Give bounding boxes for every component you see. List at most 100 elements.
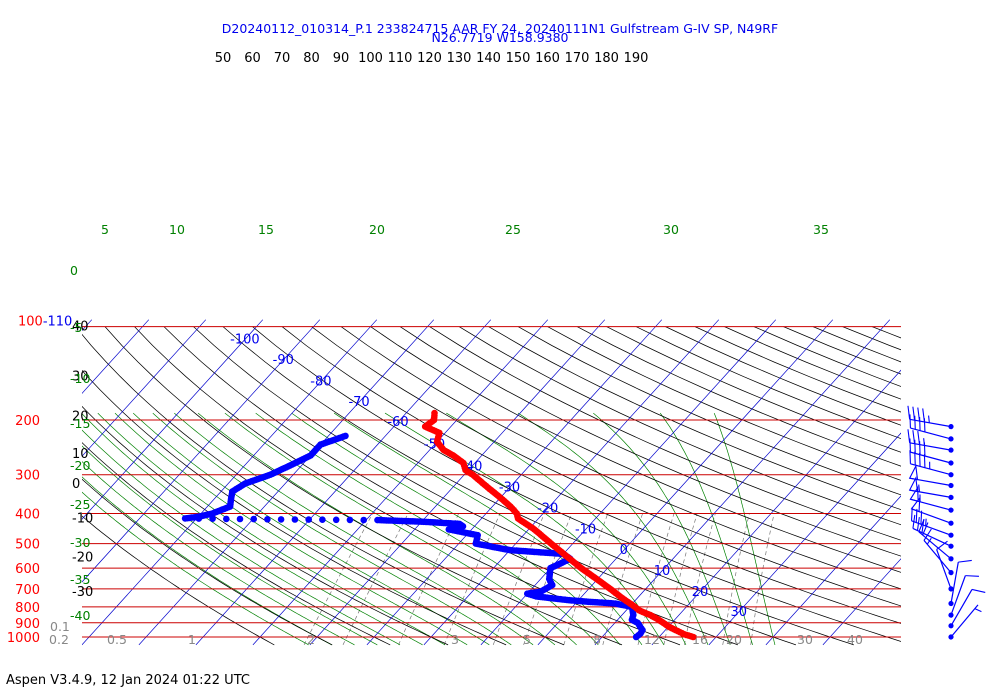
dry-adiabat-line: [311, 326, 901, 607]
dry-adiabat-label: 160: [535, 51, 560, 66]
isotherm-label: -60: [387, 415, 408, 430]
dry-adiabat-line: [82, 478, 333, 646]
left-scale-label: 0: [72, 477, 80, 492]
wind-barb: [909, 450, 954, 478]
isotherm-line: [537, 319, 834, 646]
temperature-trace: [421, 409, 697, 641]
moist-adiabat-line: [174, 412, 534, 646]
dry-adiabat-label: 130: [447, 51, 472, 66]
mixing-ratio-line: [663, 513, 698, 645]
dewpoint-point: [374, 516, 381, 524]
dry-adiabat-label: 80: [303, 51, 320, 66]
mixing-ratio-label: 1: [188, 632, 196, 647]
pressure-label: 1000: [7, 631, 40, 646]
wind-barb: [918, 519, 954, 562]
isotherm-line: [82, 319, 378, 646]
wind-barb: [907, 405, 954, 430]
moist-adiabats: [82, 412, 776, 646]
isotherm-line: [822, 558, 901, 646]
wind-barb: [909, 438, 954, 466]
pressure-label: 300: [15, 469, 40, 484]
moist-adiabat-label: -30: [70, 535, 90, 550]
dry-adiabat-label: 90: [333, 51, 350, 66]
dry-adiabat-label: 190: [624, 51, 649, 66]
left-scale-label: -30: [72, 585, 93, 600]
dry-adiabat-label: 110: [388, 51, 413, 66]
mixing-ratio-line: [398, 513, 460, 646]
moist-adiabat-line: [517, 412, 709, 646]
pressure-label: 200: [15, 414, 40, 429]
mixing-ratio-label: 8: [593, 632, 601, 647]
dewpoint-point: [319, 516, 326, 523]
isobars: [82, 326, 901, 638]
temperature-point: [431, 409, 438, 417]
mixing-ratio-label: 0.5: [107, 632, 127, 647]
isotherm-label: -80: [310, 374, 331, 389]
pressure-label: 400: [15, 508, 40, 523]
dewpoint-point: [332, 516, 340, 524]
isotherm-line: [765, 495, 901, 646]
mixing-ratio-line: [492, 513, 545, 646]
moist-adiabat-label: 35: [813, 222, 829, 237]
dewpoint-point: [305, 516, 313, 523]
dry-adiabat-line: [82, 442, 391, 646]
isotherm-line: [195, 319, 492, 646]
dry-adiabat-line: [753, 326, 901, 387]
mixing-ratio-label: 20: [726, 632, 742, 647]
moist-adiabat-line: [132, 412, 490, 646]
isotherm-line: [366, 319, 663, 646]
dry-adiabat-label: 60: [244, 51, 261, 66]
dry-adiabat-line: [370, 326, 901, 573]
isotherm-label: -20: [537, 501, 558, 516]
moist-adiabat-label: 20: [369, 222, 385, 237]
moist-adiabat-label: 10: [169, 222, 185, 237]
moist-adiabat-line: [97, 412, 446, 646]
mixing-ratio-label: 0.1: [50, 619, 70, 634]
moist-adiabat-label: -10: [70, 371, 90, 386]
dry-adiabat-line: [871, 326, 901, 339]
wind-barb: [908, 476, 954, 500]
dry-adiabat-line: [724, 326, 901, 400]
dewpoint-point: [342, 432, 349, 440]
dry-adiabat-label: 100: [358, 51, 383, 66]
moist-adiabat-line: [82, 491, 309, 646]
moist-adiabat-line: [82, 445, 378, 646]
mixing-ratio-label: 30: [797, 632, 813, 647]
dry-adiabat-line: [931, 327, 1000, 645]
wind-barb: [948, 588, 986, 629]
dewpoint-point: [360, 516, 368, 524]
isotherm-label: 30: [731, 605, 748, 620]
dry-adiabat-label: 170: [565, 51, 590, 66]
pressure-label: 500: [15, 538, 40, 553]
moist-adiabat-line: [197, 412, 556, 646]
dry-adiabat-label: 180: [594, 51, 619, 66]
dry-adiabat-label: 140: [476, 51, 501, 66]
dry-adiabat-label: 50: [215, 51, 232, 66]
isotherm-line: [138, 319, 435, 646]
dry-adiabat-line: [694, 326, 901, 413]
isotherm-line: [594, 319, 891, 646]
left-scale-label: 30: [72, 370, 89, 385]
moist-adiabat-label: -15: [70, 416, 90, 431]
dewpoint-point: [264, 516, 271, 523]
moist-adiabat-line: [82, 429, 401, 646]
isotherm-line: [82, 319, 264, 520]
dewpoint-point: [277, 516, 285, 523]
pressure-label: 800: [15, 601, 40, 616]
pressure-label: 900: [15, 617, 40, 632]
mixing-ratio-label: 2: [307, 632, 315, 647]
left-scale-label: -10: [72, 511, 93, 526]
pressure-label: 600: [15, 562, 40, 577]
mixing-ratio-label: 3: [451, 632, 459, 647]
dewpoint-point: [250, 515, 257, 523]
isotherm-line: [82, 319, 150, 394]
mixing-ratio-label: 40: [847, 632, 863, 647]
isotherm-label: 0: [620, 543, 628, 558]
isotherm-line: [82, 319, 321, 583]
dry-adiabat-line: [429, 326, 901, 541]
moist-adiabat-line: [82, 413, 423, 646]
isotherm-line: [708, 432, 901, 646]
moist-adiabat-label: 25: [505, 222, 521, 237]
